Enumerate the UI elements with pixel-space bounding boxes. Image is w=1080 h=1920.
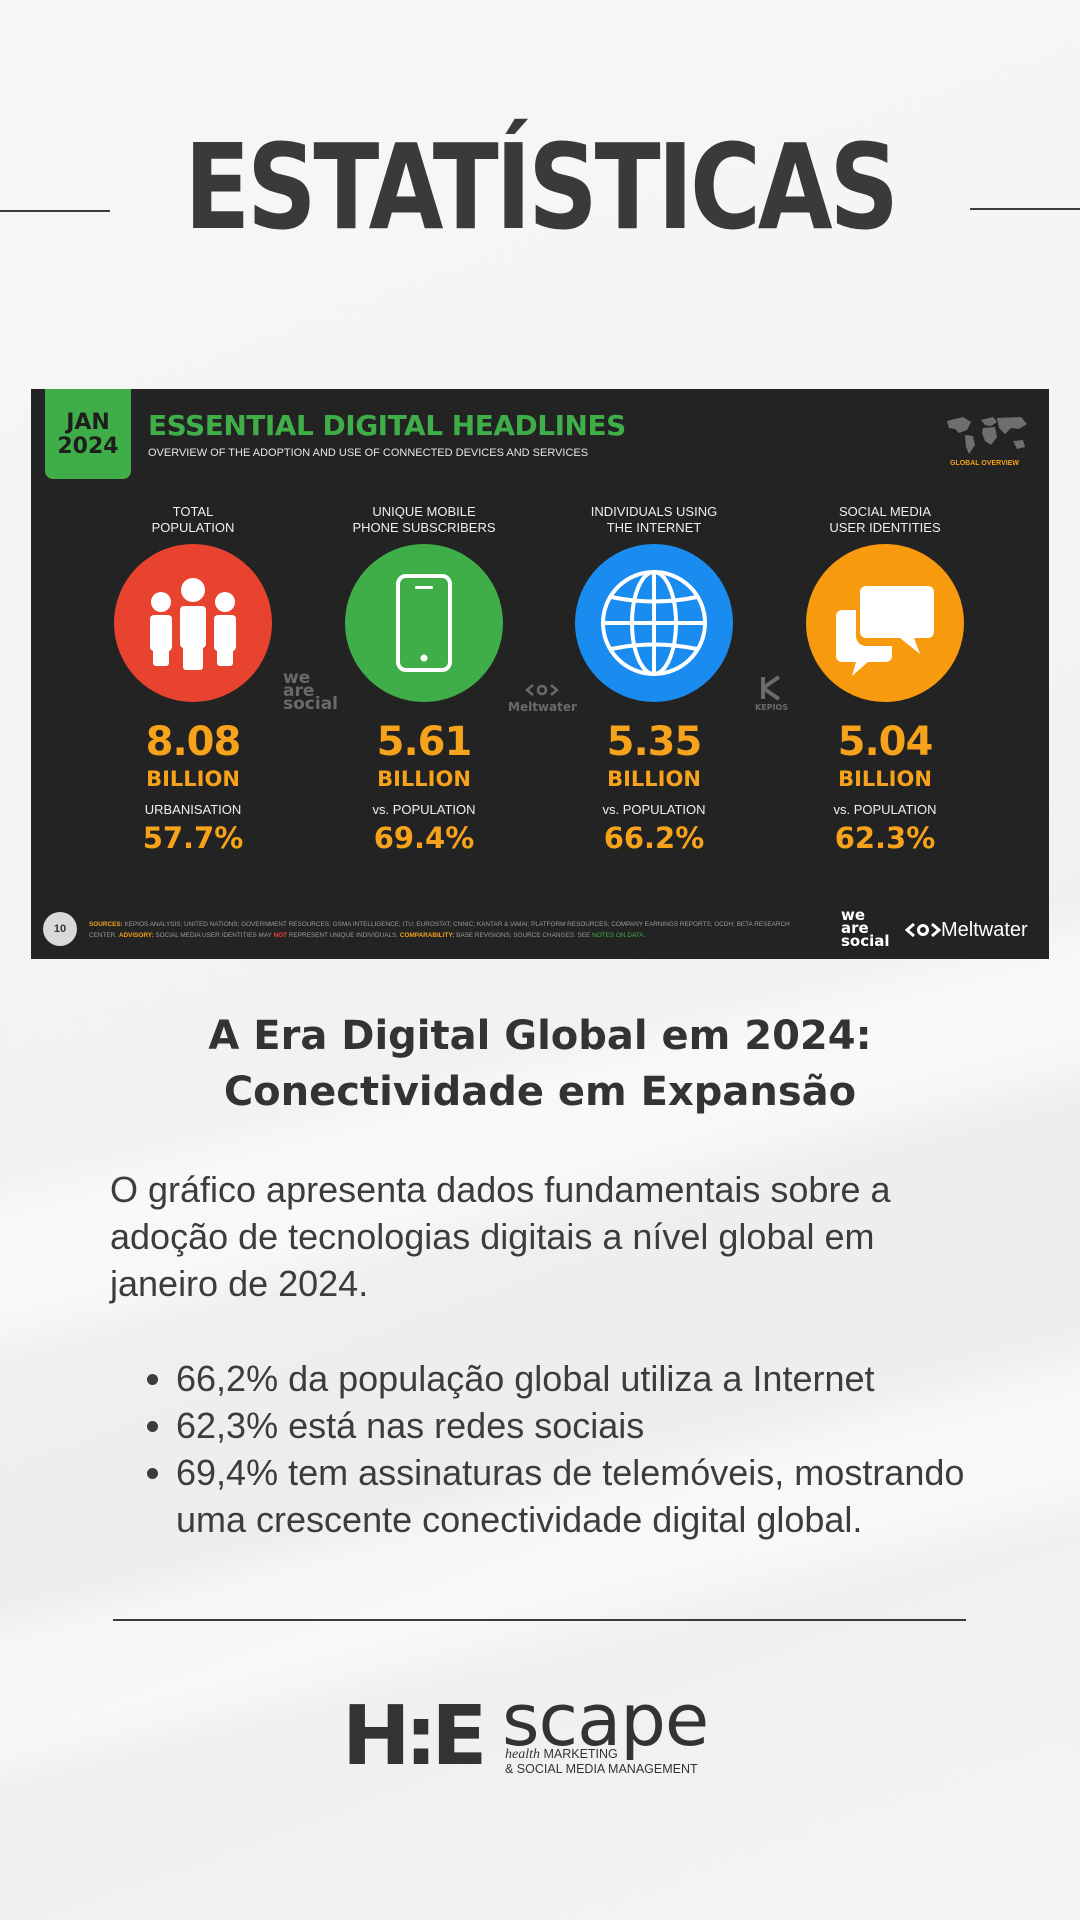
stat-column-social: SOCIAL MEDIA USER IDENTITIES 5.04 BILLIO…	[785, 504, 985, 856]
stat-label: INDIVIDUALS USING THE INTERNET	[590, 504, 718, 535]
stat-percentage: 69.4%	[373, 821, 475, 855]
stat-column-mobile: UNIQUE MOBILE PHONE SUBSCRIBERS 5.61 BIL…	[324, 504, 524, 856]
title-rule-right	[970, 208, 1080, 210]
notes-on-data-link[interactable]: NOTES ON DATA	[592, 932, 644, 939]
article-title-line1: A Era Digital Global em 2024:	[208, 1013, 872, 1059]
stat-sub-label: URBANISATION	[144, 802, 242, 817]
kepios-watermark: KEPIOS	[755, 675, 788, 712]
brand-wordmark: scape	[502, 1678, 709, 1762]
we-are-social-watermark: we are social	[283, 668, 339, 714]
stat-unit: BILLION	[838, 767, 932, 791]
title-rule-left	[0, 210, 110, 212]
stat-unit: BILLION	[146, 767, 240, 791]
page-title: ESTATÍSTICAS	[184, 118, 899, 256]
stat-value: 5.04	[837, 719, 934, 765]
infographic-subheadline: OVERVIEW OF THE ADOPTION AND USE OF CONN…	[148, 447, 589, 459]
brand-logo: H:E scape health MARKETING & SOCIAL MEDI…	[342, 1678, 742, 1784]
list-item: 62,3% está nas redes sociais	[176, 1402, 1036, 1449]
meltwater-logo-icon	[904, 922, 942, 938]
world-map-icon	[947, 417, 1027, 454]
stat-percentage: 57.7%	[142, 821, 244, 855]
stat-sub-label: vs. POPULATION	[833, 802, 937, 817]
stat-value: 5.35	[606, 719, 703, 765]
people-icon	[114, 544, 272, 702]
stat-column-population: TOTAL POPULATION 8.08 BILLION URBANISATI…	[93, 504, 293, 856]
sources-text: SOURCES: KEPIOS ANALYSIS; UNITED NATIONS…	[89, 921, 790, 939]
chat-bubbles-icon	[806, 544, 964, 702]
stat-sub-label: vs. POPULATION	[372, 802, 476, 817]
stat-value: 5.61	[376, 719, 473, 765]
stat-percentage: 62.3%	[834, 821, 936, 855]
badge-month: JAN	[66, 410, 110, 435]
brand-tagline-2: & SOCIAL MEDIA MANAGEMENT	[505, 1762, 698, 1776]
brand-mark: H:E	[342, 1689, 487, 1784]
stat-label: UNIQUE MOBILE PHONE SUBSCRIBERS	[352, 504, 496, 535]
article-title-line2: Conectividade em Expansão	[223, 1069, 857, 1115]
brand-tagline-1: health MARKETING	[505, 1747, 618, 1762]
article-title: A Era Digital Global em 2024: Conectivid…	[100, 1008, 980, 1120]
infographic-card: JAN 2024 ESSENTIAL DIGITAL HEADLINES OVE…	[31, 389, 1049, 959]
stat-value: 8.08	[145, 719, 242, 765]
stat-unit: BILLION	[377, 767, 471, 791]
date-badge: JAN 2024	[45, 389, 131, 479]
meltwater-logo: Meltwater	[904, 919, 1028, 942]
stat-percentage: 66.2%	[603, 821, 705, 855]
meltwater-watermark: Meltwater	[508, 683, 577, 714]
list-item: 66,2% da população global utiliza a Inte…	[176, 1355, 1036, 1402]
page-number: 10	[43, 912, 77, 946]
stat-sub-label: vs. POPULATION	[602, 802, 706, 817]
stat-unit: BILLION	[607, 767, 701, 791]
mobile-phone-icon	[345, 544, 503, 702]
list-item: 69,4% tem assinaturas de telemóveis, mos…	[176, 1449, 1036, 1543]
stat-column-internet: INDIVIDUALS USING THE INTERNET 5.35 BILL…	[554, 504, 754, 856]
globe-icon	[575, 544, 733, 702]
article-body: O gráfico apresenta dados fundamentais s…	[110, 1169, 891, 1304]
kepios-logo-icon	[760, 675, 780, 701]
meltwater-logo-icon	[525, 684, 560, 696]
stat-label: SOCIAL MEDIA USER IDENTITIES	[829, 504, 941, 535]
stat-label: TOTAL POPULATION	[151, 504, 235, 535]
we-are-social-logo: we are social	[841, 906, 890, 950]
badge-year: 2024	[57, 434, 119, 459]
infographic-headline: ESSENTIAL DIGITAL HEADLINES	[148, 409, 626, 442]
divider	[113, 1619, 966, 1621]
global-overview-label: GLOBAL OVERVIEW	[950, 460, 1019, 467]
article-bullet-list: 66,2% da população global utiliza a Inte…	[110, 1355, 1036, 1543]
